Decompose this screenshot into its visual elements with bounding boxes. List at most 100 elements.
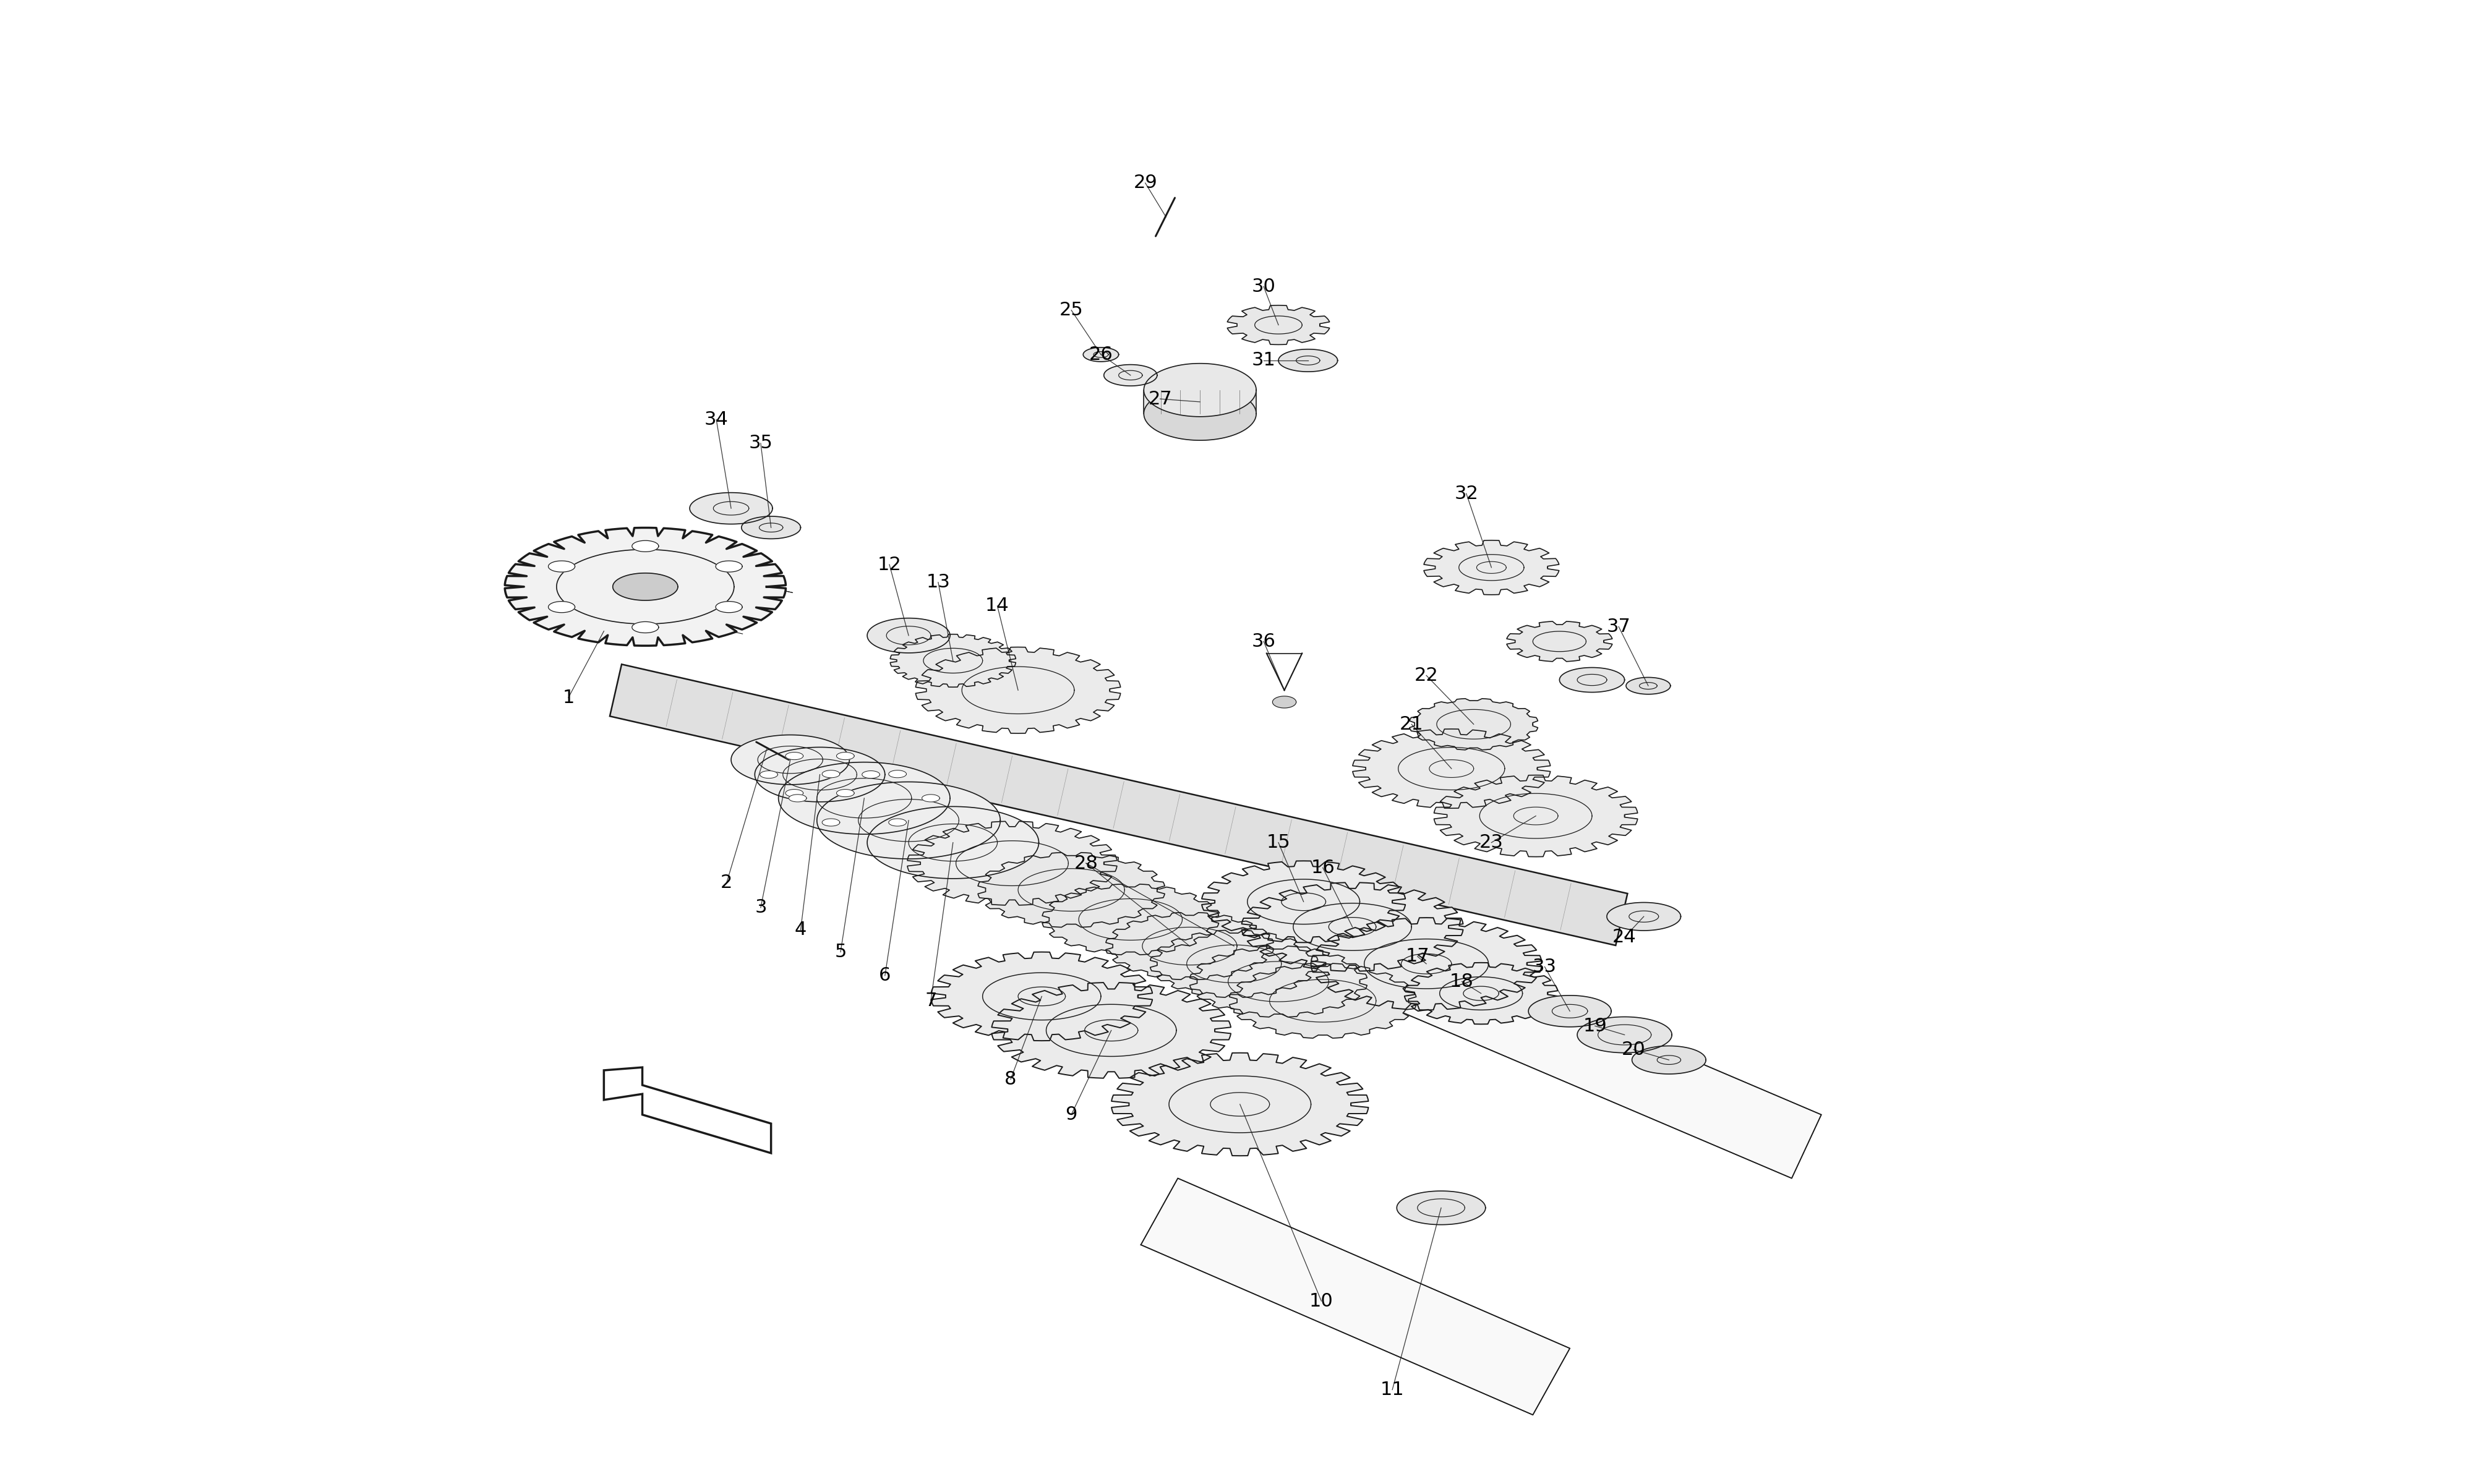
Polygon shape (742, 516, 802, 539)
Polygon shape (836, 752, 854, 760)
Text: 6: 6 (878, 966, 891, 984)
Text: 2: 2 (720, 874, 732, 892)
Polygon shape (1084, 347, 1118, 362)
Polygon shape (1143, 387, 1257, 441)
Text: 24: 24 (1613, 929, 1635, 947)
Polygon shape (789, 794, 807, 801)
Polygon shape (631, 540, 658, 552)
Polygon shape (1106, 913, 1274, 979)
Polygon shape (755, 748, 886, 801)
Text: 1: 1 (562, 689, 574, 706)
Polygon shape (1111, 1052, 1368, 1156)
Text: 11: 11 (1380, 1380, 1405, 1399)
Polygon shape (1227, 306, 1329, 344)
Polygon shape (1141, 1178, 1571, 1414)
Polygon shape (549, 561, 574, 571)
Text: 28: 28 (1074, 855, 1098, 873)
Text: 19: 19 (1583, 1017, 1608, 1034)
Polygon shape (631, 622, 658, 632)
Text: 15: 15 (1267, 834, 1291, 852)
Polygon shape (868, 619, 950, 653)
Text: 3: 3 (755, 899, 767, 917)
Polygon shape (779, 763, 950, 834)
Text: 20: 20 (1620, 1040, 1645, 1058)
Polygon shape (1103, 365, 1158, 386)
Text: 8: 8 (1004, 1070, 1017, 1088)
Polygon shape (1425, 540, 1559, 595)
Polygon shape (732, 735, 849, 785)
Text: 23: 23 (1479, 834, 1504, 852)
Polygon shape (784, 789, 804, 797)
Text: 16: 16 (1311, 859, 1336, 877)
Polygon shape (715, 601, 742, 613)
Text: 30: 30 (1252, 278, 1277, 295)
Text: 29: 29 (1133, 174, 1158, 191)
Text: 36: 36 (1252, 632, 1277, 650)
Text: 12: 12 (878, 555, 901, 573)
Text: 17: 17 (1405, 947, 1430, 966)
Text: 9: 9 (1066, 1106, 1076, 1123)
Text: 37: 37 (1606, 617, 1630, 635)
Text: 34: 34 (705, 411, 727, 429)
Polygon shape (1529, 996, 1611, 1027)
Text: 22: 22 (1415, 666, 1437, 684)
Polygon shape (821, 819, 839, 827)
Text: 7: 7 (925, 991, 938, 1009)
Polygon shape (816, 782, 999, 859)
Polygon shape (1393, 945, 1821, 1178)
Polygon shape (690, 493, 772, 524)
Text: 13: 13 (925, 573, 950, 591)
Polygon shape (1410, 699, 1539, 749)
Polygon shape (1272, 696, 1296, 708)
Text: 31: 31 (1252, 352, 1277, 370)
Polygon shape (549, 601, 574, 613)
Text: 18: 18 (1450, 972, 1475, 990)
Polygon shape (1578, 1017, 1672, 1052)
Polygon shape (1279, 349, 1338, 371)
Text: 26: 26 (1089, 346, 1113, 364)
Polygon shape (908, 821, 1116, 905)
Polygon shape (1633, 1046, 1707, 1074)
Polygon shape (1242, 883, 1462, 971)
Polygon shape (888, 770, 905, 778)
Polygon shape (992, 982, 1232, 1079)
Text: 25: 25 (1059, 301, 1084, 319)
Polygon shape (1625, 677, 1670, 695)
Polygon shape (1230, 963, 1415, 1039)
Text: 14: 14 (985, 597, 1009, 614)
Polygon shape (1143, 390, 1257, 414)
Polygon shape (784, 752, 804, 760)
Polygon shape (861, 770, 881, 778)
Polygon shape (1190, 947, 1368, 1017)
Polygon shape (1202, 861, 1405, 942)
Text: 10: 10 (1309, 1293, 1333, 1310)
Polygon shape (915, 647, 1121, 733)
Text: 5: 5 (834, 942, 846, 962)
Polygon shape (1435, 775, 1638, 856)
Text: 35: 35 (750, 435, 772, 453)
Polygon shape (1042, 884, 1220, 954)
Polygon shape (609, 665, 1628, 945)
Polygon shape (1353, 729, 1551, 809)
Polygon shape (760, 770, 777, 778)
Text: 21: 21 (1400, 715, 1423, 733)
Polygon shape (891, 634, 1017, 687)
Polygon shape (1405, 963, 1559, 1024)
Polygon shape (836, 789, 854, 797)
Polygon shape (614, 573, 678, 601)
Text: 4: 4 (794, 922, 807, 939)
Polygon shape (977, 852, 1165, 927)
Polygon shape (1559, 668, 1625, 692)
Polygon shape (930, 953, 1153, 1040)
Polygon shape (1606, 902, 1680, 930)
Text: 33: 33 (1531, 957, 1556, 976)
Polygon shape (1398, 1192, 1484, 1224)
Polygon shape (1311, 917, 1541, 1011)
Polygon shape (604, 1067, 772, 1153)
Polygon shape (821, 770, 839, 778)
Polygon shape (1150, 930, 1319, 997)
Polygon shape (1507, 622, 1613, 662)
Polygon shape (1143, 364, 1257, 417)
Polygon shape (505, 528, 787, 646)
Text: 27: 27 (1148, 390, 1173, 408)
